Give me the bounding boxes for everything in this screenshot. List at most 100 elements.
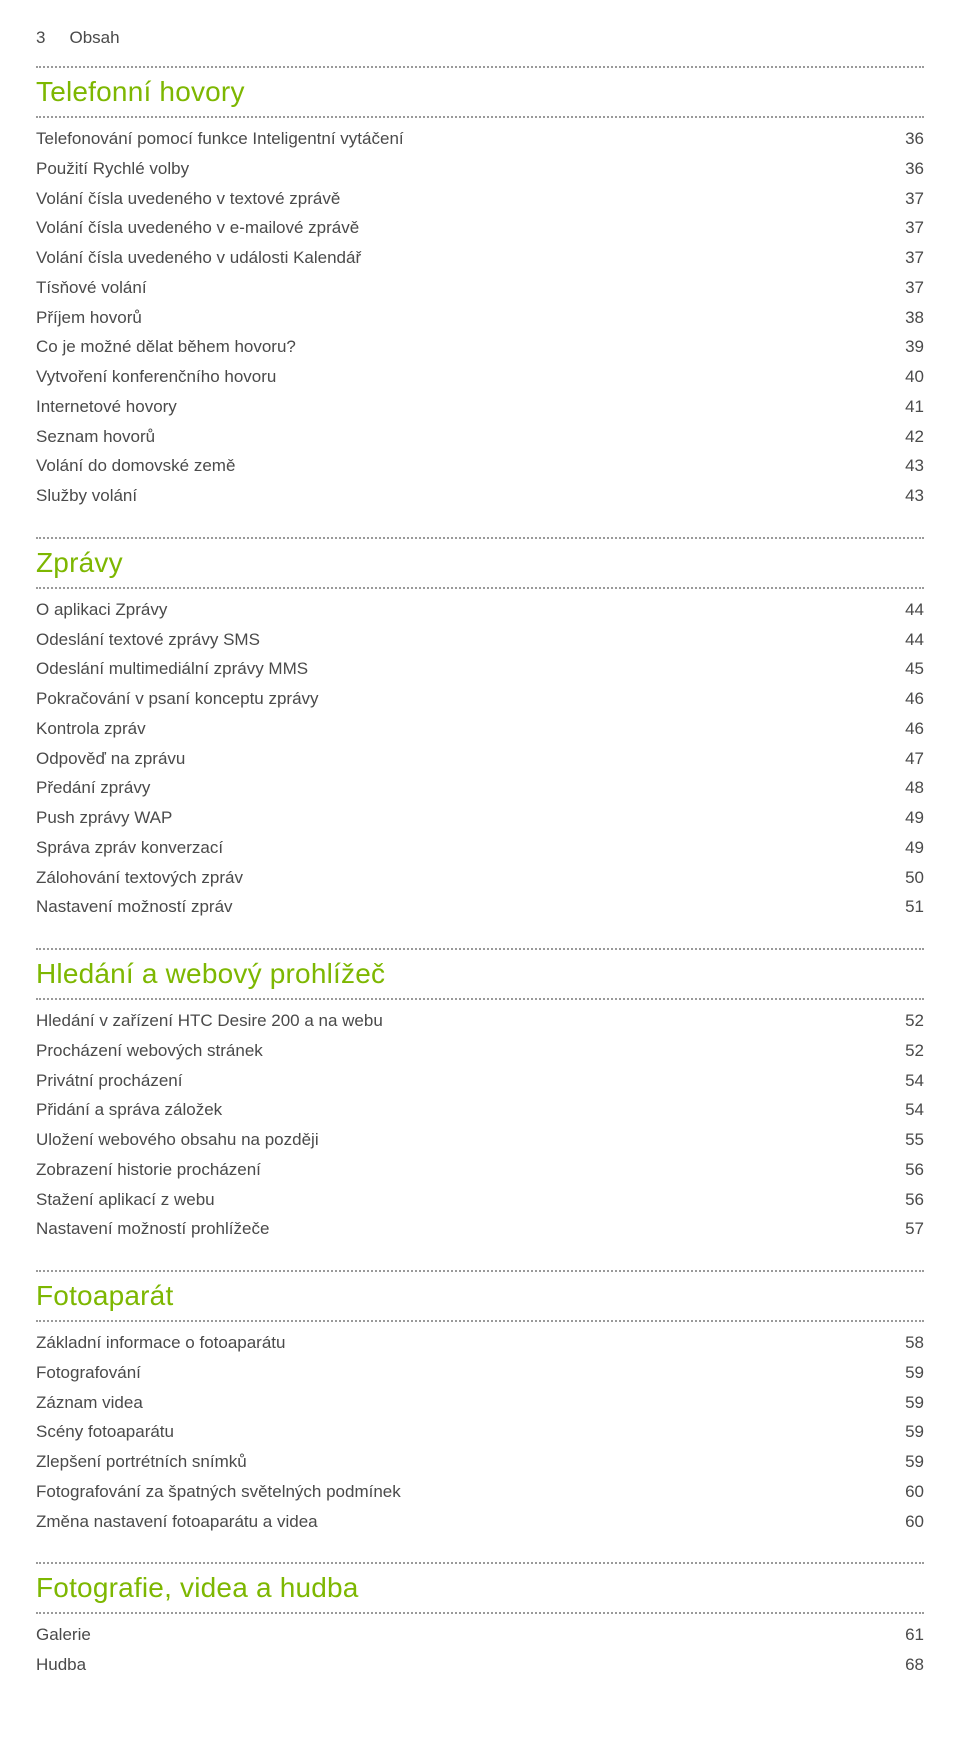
toc-section: Fotografie, videa a hudba Galerie61Hudba6… — [36, 1562, 924, 1680]
toc-row-label: Hudba — [36, 1650, 896, 1680]
toc-row[interactable]: Odpověď na zprávu47 — [36, 744, 924, 774]
toc-row[interactable]: Kontrola zpráv46 — [36, 714, 924, 744]
toc-row-label: Co je možné dělat během hovoru? — [36, 332, 896, 362]
toc-row[interactable]: Záznam videa59 — [36, 1388, 924, 1418]
toc-section: Hledání a webový prohlížeč Hledání v zaří… — [36, 948, 924, 1244]
section-title[interactable]: Hledání a webový prohlížeč — [36, 958, 924, 990]
toc-row[interactable]: Volání do domovské země43 — [36, 451, 924, 481]
toc-row-page: 37 — [896, 213, 924, 243]
toc-row-label: Změna nastavení fotoaparátu a videa — [36, 1507, 896, 1537]
toc-row[interactable]: Fotografování59 — [36, 1358, 924, 1388]
toc-row-label: Fotografování za špatných světelných pod… — [36, 1477, 896, 1507]
toc-row[interactable]: Předání zprávy48 — [36, 773, 924, 803]
toc-row[interactable]: Tísňové volání37 — [36, 273, 924, 303]
toc-row-page: 44 — [896, 625, 924, 655]
toc-row-label: Internetové hovory — [36, 392, 896, 422]
toc-row-page: 47 — [896, 744, 924, 774]
toc-row[interactable]: Co je možné dělat během hovoru?39 — [36, 332, 924, 362]
toc-row[interactable]: Seznam hovorů42 — [36, 422, 924, 452]
toc-row[interactable]: Odeslání textové zprávy SMS44 — [36, 625, 924, 655]
toc-row-page: 38 — [896, 303, 924, 333]
toc-row[interactable]: Zálohování textových zpráv50 — [36, 863, 924, 893]
toc-row[interactable]: Hudba68 — [36, 1650, 924, 1680]
toc-row[interactable]: Volání čísla uvedeného v události Kalend… — [36, 243, 924, 273]
toc-row[interactable]: Privátní procházení54 — [36, 1066, 924, 1096]
toc-row[interactable]: Hledání v zařízení HTC Desire 200 a na w… — [36, 1006, 924, 1036]
toc-row[interactable]: Přidání a správa záložek54 — [36, 1095, 924, 1125]
toc-row[interactable]: Stažení aplikací z webu56 — [36, 1185, 924, 1215]
toc-row[interactable]: Push zprávy WAP49 — [36, 803, 924, 833]
toc-row-page: 36 — [896, 124, 924, 154]
toc-row-label: Volání čísla uvedeného v události Kalend… — [36, 243, 896, 273]
divider-dots — [36, 948, 924, 950]
toc-row-page: 60 — [896, 1507, 924, 1537]
toc-row[interactable]: Použití Rychlé volby36 — [36, 154, 924, 184]
toc-row-label: Pokračování v psaní konceptu zprávy — [36, 684, 896, 714]
toc-row-label: Telefonování pomocí funkce Inteligentní … — [36, 124, 896, 154]
toc-row-page: 44 — [896, 595, 924, 625]
toc-row[interactable]: Telefonování pomocí funkce Inteligentní … — [36, 124, 924, 154]
toc-row-page: 56 — [896, 1155, 924, 1185]
toc-row[interactable]: Volání čísla uvedeného v e-mailové zpráv… — [36, 213, 924, 243]
divider-dots — [36, 1612, 924, 1614]
toc-row-page: 68 — [896, 1650, 924, 1680]
section-title[interactable]: Fotoaparát — [36, 1280, 924, 1312]
toc-sections: Telefonní hovory Telefonování pomocí funk… — [36, 66, 924, 1680]
toc-row-page: 37 — [896, 243, 924, 273]
toc-row[interactable]: Služby volání43 — [36, 481, 924, 511]
toc-row[interactable]: Vytvoření konferenčního hovoru40 — [36, 362, 924, 392]
page-number: 3 — [36, 28, 45, 48]
toc-row-page: 36 — [896, 154, 924, 184]
toc-row[interactable]: Internetové hovory41 — [36, 392, 924, 422]
toc-row[interactable]: Správa zpráv konverzací49 — [36, 833, 924, 863]
toc-row-page: 54 — [896, 1066, 924, 1096]
toc-row[interactable]: Galerie61 — [36, 1620, 924, 1650]
toc-row-label: Předání zprávy — [36, 773, 896, 803]
toc-row-label: Zobrazení historie procházení — [36, 1155, 896, 1185]
toc-row[interactable]: Příjem hovorů38 — [36, 303, 924, 333]
toc-row[interactable]: Nastavení možností zpráv51 — [36, 892, 924, 922]
toc-row[interactable]: Pokračování v psaní konceptu zprávy46 — [36, 684, 924, 714]
toc-row-label: Odeslání multimediální zprávy MMS — [36, 654, 896, 684]
toc-row[interactable]: O aplikaci Zprávy44 — [36, 595, 924, 625]
toc-row[interactable]: Změna nastavení fotoaparátu a videa60 — [36, 1507, 924, 1537]
section-title[interactable]: Zprávy — [36, 547, 924, 579]
section-title[interactable]: Telefonní hovory — [36, 76, 924, 108]
toc-row-label: Nastavení možností zpráv — [36, 892, 896, 922]
toc-row-page: 40 — [896, 362, 924, 392]
toc-row-label: Volání do domovské země — [36, 451, 896, 481]
divider-dots — [36, 587, 924, 589]
toc-row-page: 51 — [896, 892, 924, 922]
toc-row[interactable]: Zlepšení portrétních snímků59 — [36, 1447, 924, 1477]
section-title[interactable]: Fotografie, videa a hudba — [36, 1572, 924, 1604]
toc-row-page: 43 — [896, 451, 924, 481]
toc-row[interactable]: Zobrazení historie procházení56 — [36, 1155, 924, 1185]
toc-row[interactable]: Nastavení možností prohlížeče57 — [36, 1214, 924, 1244]
toc-section: Zprávy O aplikaci Zprávy44Odeslání textov… — [36, 537, 924, 922]
toc-row-label: Odpověď na zprávu — [36, 744, 896, 774]
toc-row-label: Použití Rychlé volby — [36, 154, 896, 184]
toc-row-label: Fotografování — [36, 1358, 896, 1388]
toc-row[interactable]: Odeslání multimediální zprávy MMS45 — [36, 654, 924, 684]
toc-row-label: Nastavení možností prohlížeče — [36, 1214, 896, 1244]
toc-row-label: Základní informace o fotoaparátu — [36, 1328, 896, 1358]
toc-row-page: 61 — [896, 1620, 924, 1650]
toc-row[interactable]: Procházení webových stránek52 — [36, 1036, 924, 1066]
toc-row[interactable]: Uložení webového obsahu na později55 — [36, 1125, 924, 1155]
toc-row-page: 37 — [896, 273, 924, 303]
toc-row-page: 41 — [896, 392, 924, 422]
toc-row-page: 59 — [896, 1358, 924, 1388]
toc-row-page: 59 — [896, 1388, 924, 1418]
toc-row[interactable]: Scény fotoaparátu59 — [36, 1417, 924, 1447]
toc-row[interactable]: Základní informace o fotoaparátu58 — [36, 1328, 924, 1358]
toc-row-label: O aplikaci Zprávy — [36, 595, 896, 625]
toc-row-page: 46 — [896, 714, 924, 744]
toc-row-label: Tísňové volání — [36, 273, 896, 303]
toc-row-page: 45 — [896, 654, 924, 684]
toc-row[interactable]: Volání čísla uvedeného v textové zprávě3… — [36, 184, 924, 214]
divider-dots — [36, 1270, 924, 1272]
divider-dots — [36, 66, 924, 68]
toc-row-label: Seznam hovorů — [36, 422, 896, 452]
toc-row[interactable]: Fotografování za špatných světelných pod… — [36, 1477, 924, 1507]
page-header-title: Obsah — [69, 28, 119, 48]
